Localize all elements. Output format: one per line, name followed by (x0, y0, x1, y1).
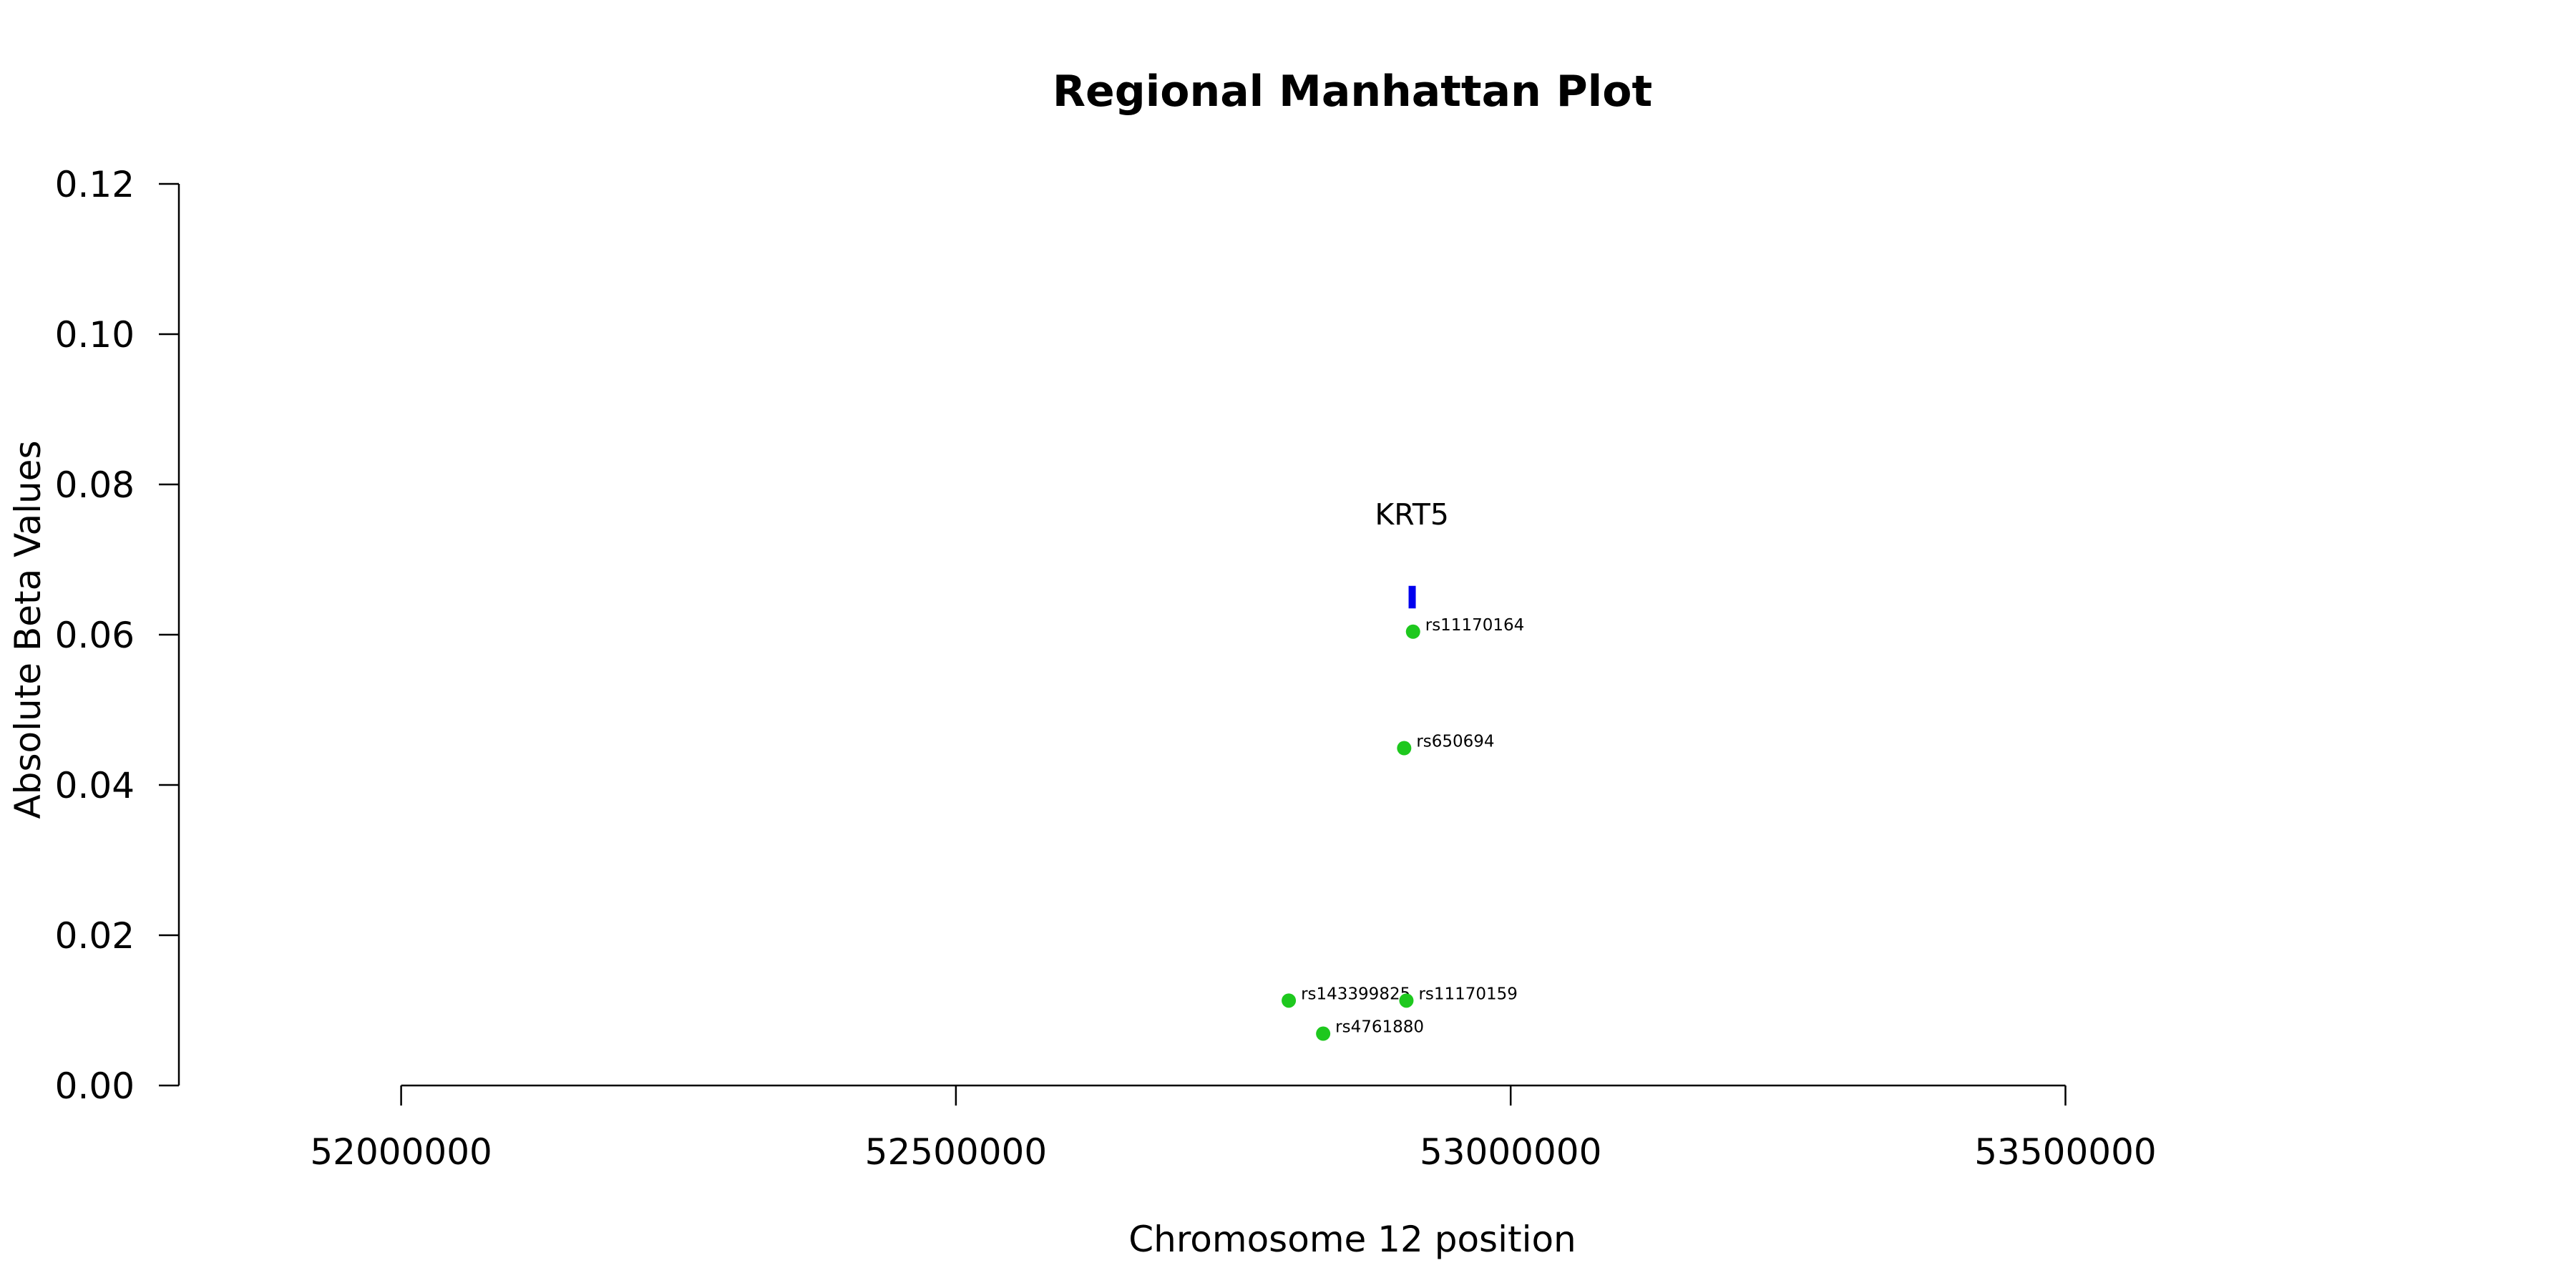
snp-label: rs650694 (1416, 733, 1494, 751)
x-axis-label: Chromosome 12 position (1128, 1219, 1576, 1260)
snp-points: rs11170164 rs650694 rs143399825 rs11170159 r… (1282, 616, 1524, 1041)
chart-title: Regional Manhattan Plot (1053, 67, 1652, 117)
y-tick-label: 0.00 (55, 1065, 135, 1107)
y-tick-label: 0.06 (55, 615, 135, 656)
y-tick-label: 0.08 (55, 464, 135, 506)
snp-label: rs11170159 (1418, 985, 1518, 1003)
y-tick-label: 0.10 (55, 314, 135, 356)
snp-point (1405, 624, 1420, 639)
y-tick-label: 0.12 (55, 164, 135, 205)
y-axis-label: Absolute Beta Values (7, 441, 49, 819)
y-tick-label: 0.04 (55, 765, 135, 806)
snp-label: rs11170164 (1425, 616, 1525, 635)
x-tick-label: 52500000 (865, 1131, 1048, 1173)
snp-point (1282, 993, 1297, 1008)
snp-label: rs4761880 (1335, 1018, 1424, 1037)
x-tick-label: 52000000 (310, 1131, 492, 1173)
gene-label: KRT5 (1375, 497, 1449, 532)
x-tick-label: 53500000 (1974, 1131, 2157, 1173)
gene-track: KRT5 (1375, 497, 1449, 609)
snp-point (1397, 741, 1412, 756)
y-tick-label: 0.02 (55, 915, 135, 957)
gene-bar (1408, 585, 1416, 609)
snp-point (1399, 993, 1414, 1008)
x-axis: 52000000 52500000 53000000 53500000 (310, 1084, 2157, 1173)
snp-point (1316, 1026, 1331, 1041)
snp-label: rs143399825 (1301, 985, 1410, 1003)
x-tick-label: 53000000 (1420, 1131, 1602, 1173)
y-axis: 0.00 0.02 0.04 0.06 0.08 0.10 0.12 (55, 164, 180, 1107)
